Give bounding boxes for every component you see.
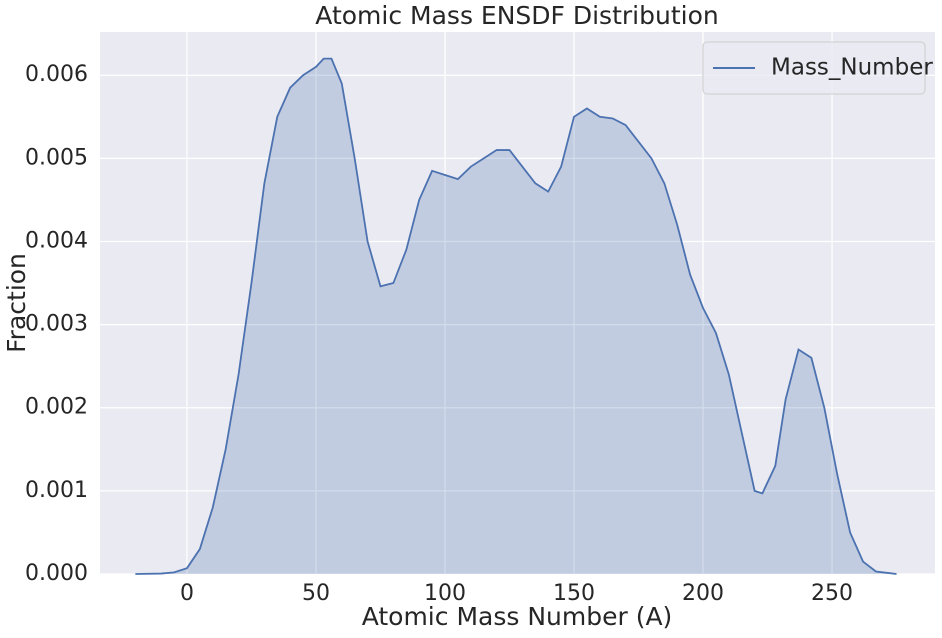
x-tick-label: 250 [811,581,853,606]
x-axis-label: Atomic Mass Number (A) [362,602,673,631]
legend-label: Mass_Number [771,55,933,81]
y-tick-label: 0.000 [25,561,88,586]
y-tick-label: 0.005 [25,145,88,170]
y-tick-label: 0.003 [25,312,88,337]
plot-area [100,32,935,574]
x-tick-label: 200 [682,581,724,606]
area-fill [135,58,897,575]
y-axis-label: Fraction [2,253,31,353]
y-tick-label: 0.002 [25,395,88,420]
y-tick-label: 0.001 [25,478,88,503]
x-tick-label: 50 [302,581,330,606]
chart-title: Atomic Mass ENSDF Distribution [315,1,718,30]
x-tick-label: 100 [424,581,466,606]
x-tick-label: 150 [553,581,595,606]
legend-box [702,41,926,95]
y-tick-label: 0.006 [25,62,88,87]
legend: Mass_Number [702,41,933,95]
y-tick-label: 0.004 [25,228,88,253]
density-line [135,57,897,575]
x-tick-label: 0 [180,581,194,606]
